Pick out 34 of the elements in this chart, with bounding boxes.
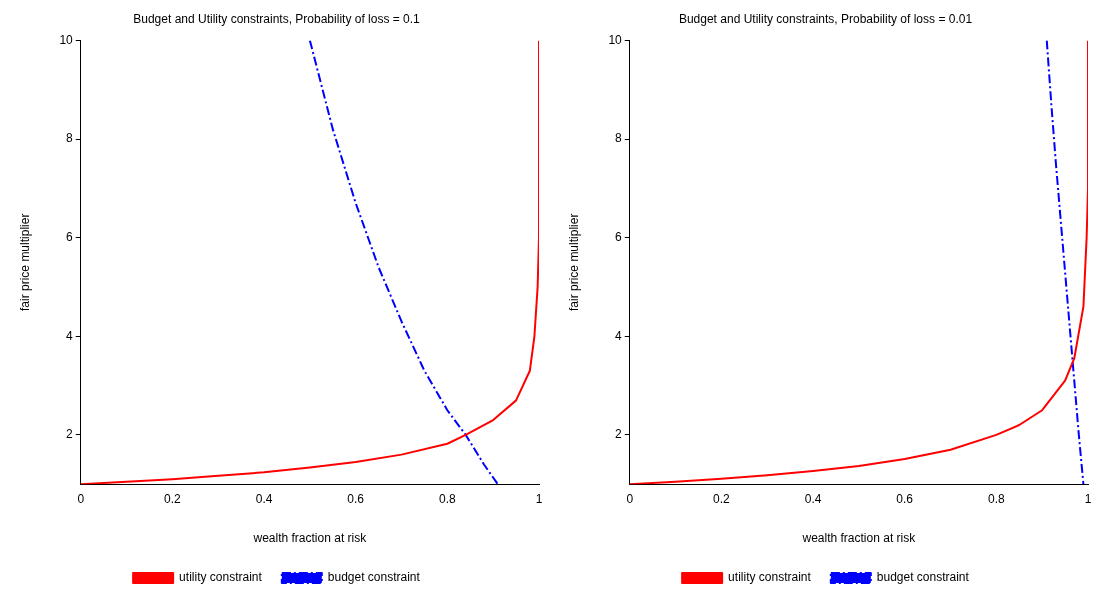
x-tick-label: 0.6 (347, 491, 365, 506)
chart-title: Budget and Utility constraints, Probability of loss = 0.01 (678, 11, 973, 26)
y-tick-label: 6 (615, 229, 623, 244)
legend-label: utility constraint (179, 570, 263, 585)
x-tick-label: 1 (535, 491, 543, 506)
x-axis-title: wealth fraction at risk (801, 531, 917, 546)
y-tick-label: 8 (615, 131, 623, 146)
y-tick-label: 4 (66, 328, 74, 343)
x-tick-label: 0.2 (164, 491, 182, 506)
y-axis-title: fair price multiplier (17, 213, 32, 311)
chart-title: Budget and Utility constraints, Probability of loss = 0.1 (133, 11, 421, 26)
legend-label: budget constraint (876, 570, 970, 585)
legend-label: utility constraint (728, 570, 812, 585)
x-tick-label: 0.4 (804, 491, 822, 506)
y-tick-label: 4 (615, 328, 623, 343)
x-axis-title: wealth fraction at risk (252, 531, 368, 546)
line-series (1045, 40, 1085, 485)
y-tick-label: 10 (608, 32, 623, 47)
y-tick-label: 8 (66, 131, 74, 146)
y-tick-label: 10 (59, 32, 74, 47)
line-series (308, 40, 499, 485)
y-axis-title: fair price multiplier (566, 213, 581, 311)
x-tick-label: 0.2 (713, 491, 731, 506)
x-tick-label: 0 (626, 491, 634, 506)
x-tick-label: 0.4 (255, 491, 273, 506)
x-tick-label: 0 (77, 491, 85, 506)
legend-label: budget constraint (327, 570, 421, 585)
x-tick-label: 1 (1084, 491, 1092, 506)
x-tick-label: 0.6 (896, 491, 914, 506)
y-tick-label: 6 (66, 229, 74, 244)
x-tick-label: 0.8 (439, 491, 457, 506)
y-tick-label: 2 (615, 427, 623, 442)
y-tick-label: 2 (66, 427, 74, 442)
x-tick-label: 0.8 (988, 491, 1006, 506)
